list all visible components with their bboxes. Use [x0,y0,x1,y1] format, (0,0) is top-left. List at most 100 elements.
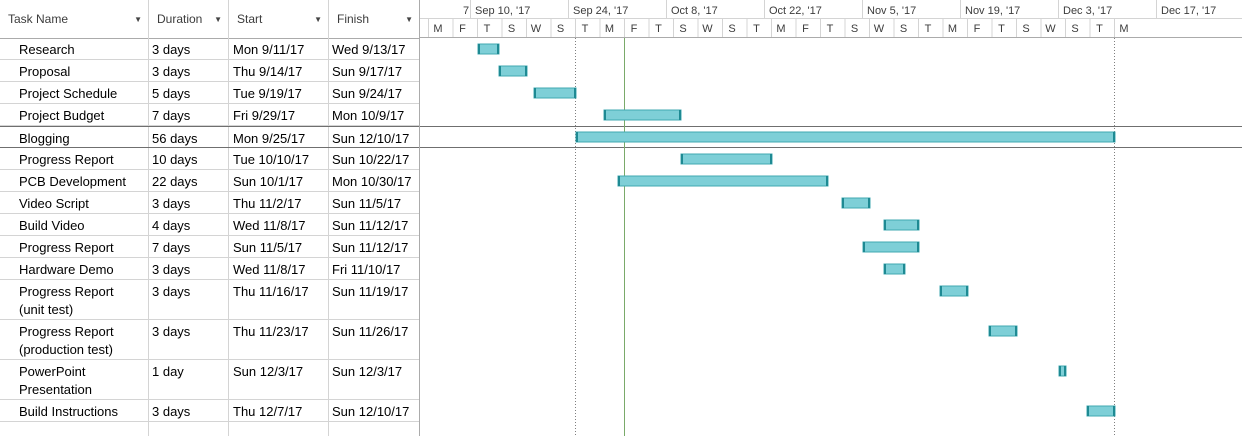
task-duration-cell[interactable]: 7 days [149,236,229,257]
task-row[interactable]: Progress Report (production test) 3 days Th… [0,320,419,360]
task-finish-cell[interactable]: Sun 11/12/17 [332,218,409,233]
task-start-cell[interactable]: Fri 9/29/17 [229,104,329,125]
task-row[interactable]: Research 3 days Mon 9/11/17 Wed 9/13/17 [0,38,419,60]
task-duration-cell[interactable]: 3 days [149,320,229,359]
empty-cell[interactable] [329,422,419,436]
task-duration-cell[interactable]: 56 days [149,127,229,147]
task-name-cell[interactable]: Progress Report [0,148,149,169]
task-start-cell[interactable]: Thu 11/2/17 [229,192,329,213]
task-duration-cell[interactable]: 3 days [149,280,229,319]
task-finish-cell[interactable]: Sun 9/24/17 [332,86,403,101]
task-row[interactable]: PCB Development 22 days Sun 10/1/17 Mon 10/… [0,170,419,192]
timescale-bottom-label: M [605,23,614,35]
task-bar-end-cap [903,264,905,274]
task-duration-cell[interactable]: 3 days [149,258,229,279]
task-row[interactable]: Build Instructions 3 days Thu 12/7/17 Sun 1… [0,400,419,422]
task-name-cell[interactable]: Hardware Demo [0,258,149,279]
task-start-cell[interactable]: Sun 12/3/17 [229,360,329,399]
column-header-finish[interactable]: Finish ▼ [329,0,419,38]
task-finish-cell[interactable]: Mon 10/9/17 [332,108,405,123]
chevron-down-icon[interactable]: ▼ [214,15,222,24]
task-row[interactable]: Progress Report 10 days Tue 10/10/17 Sun 10… [0,148,419,170]
task-finish-cell[interactable]: Sun 12/3/17 [332,364,403,379]
chevron-down-icon[interactable]: ▼ [314,15,322,24]
task-row[interactable]: Project Budget 7 days Fri 9/29/17 Mon 10/9/… [0,104,419,126]
task-duration-cell[interactable]: 22 days [149,170,229,191]
task-name-cell[interactable]: Project Budget [0,104,149,125]
task-name-cell[interactable]: PCB Development [0,170,149,191]
task-name-cell[interactable]: Progress Report [0,236,149,257]
task-duration-cell[interactable]: 5 days [149,82,229,103]
task-row[interactable]: PowerPoint Presentation 1 day Sun 12/3/17 Su… [0,360,419,400]
task-start-cell[interactable]: Sun 10/1/17 [229,170,329,191]
task-duration-cell[interactable]: 10 days [149,148,229,169]
task-finish-cell[interactable]: Sun 11/19/17 [332,284,409,299]
task-row[interactable]: Progress Report 7 days Sun 11/5/17 Sun 11/1… [0,236,419,258]
timescale-top-label: Nov 5, '17 [867,5,916,17]
task-name-cell[interactable]: PowerPoint Presentation [0,360,149,399]
task-start-cell[interactable]: Wed 11/8/17 [229,258,329,279]
task-start-cell[interactable]: Thu 11/16/17 [229,280,329,319]
task-name-line: Build Instructions [19,404,118,419]
task-finish-cell[interactable]: Sun 9/17/17 [332,64,403,79]
task-row[interactable]: Video Script 3 days Thu 11/2/17 Sun 11/5/17 [0,192,419,214]
task-duration-cell[interactable]: 3 days [149,192,229,213]
task-finish-cell[interactable]: Fri 11/10/17 [332,262,401,277]
task-name-cell[interactable]: Proposal [0,60,149,81]
task-finish-cell[interactable]: Sun 11/5/17 [332,196,402,211]
task-bar [498,65,528,77]
timescale-bottom-label: F [974,23,981,35]
task-start-cell[interactable]: Thu 9/14/17 [229,60,329,81]
column-header-label: Task Name [8,12,69,26]
empty-cell[interactable] [149,422,229,436]
task-duration-cell[interactable]: 4 days [149,214,229,235]
task-row[interactable]: Blogging 56 days Mon 9/25/17 Sun 12/10/17 [0,126,419,148]
task-duration-cell[interactable]: 3 days [149,400,229,421]
column-header-start[interactable]: Start ▼ [229,0,329,38]
task-start-cell[interactable]: Thu 11/23/17 [229,320,329,359]
empty-cell[interactable] [229,422,329,436]
task-name-cell[interactable]: Build Instructions [0,400,149,421]
task-duration-cell[interactable]: 1 day [149,360,229,399]
task-start-cell[interactable]: Wed 11/8/17 [229,214,329,235]
task-start-cell[interactable]: Tue 10/10/17 [229,148,329,169]
task-name-cell[interactable]: Research [0,38,149,59]
chevron-down-icon[interactable]: ▼ [134,15,142,24]
task-name-cell[interactable]: Blogging [0,127,149,147]
task-name-cell[interactable]: Video Script [0,192,149,213]
task-start-cell[interactable]: Mon 9/25/17 [229,127,329,147]
task-row[interactable]: Project Schedule 5 days Tue 9/19/17 Sun 9/2… [0,82,419,104]
task-bar-start-cap [576,132,578,142]
task-bar-start-cap [842,198,844,208]
task-name-cell[interactable]: Build Video [0,214,149,235]
task-finish-cell[interactable]: Mon 10/30/17 [332,174,412,189]
task-finish-cell[interactable]: Sun 11/26/17 [332,324,409,339]
task-name-line: Progress Report [19,240,114,255]
column-header-task-name[interactable]: Task Name ▼ [0,0,149,38]
task-name-cell[interactable]: Project Schedule [0,82,149,103]
task-row[interactable]: Build Video 4 days Wed 11/8/17 Sun 11/12/17 [0,214,419,236]
task-name-cell[interactable]: Progress Report (unit test) [0,280,149,319]
task-finish-cell[interactable]: Sun 12/10/17 [332,404,410,419]
task-duration-cell[interactable]: 3 days [149,38,229,59]
task-start-cell[interactable]: Mon 9/11/17 [229,38,329,59]
task-name-line: (unit test) [19,302,74,317]
empty-task-row[interactable] [0,422,419,436]
column-header-duration[interactable]: Duration ▼ [149,0,229,38]
empty-cell[interactable] [0,422,149,436]
task-name-cell[interactable]: Progress Report (production test) [0,320,149,359]
task-finish-cell[interactable]: Sun 10/22/17 [332,152,410,167]
task-duration-cell[interactable]: 7 days [149,104,229,125]
task-row[interactable]: Proposal 3 days Thu 9/14/17 Sun 9/17/17 [0,60,419,82]
task-start-cell[interactable]: Thu 12/7/17 [229,400,329,421]
task-duration-cell[interactable]: 3 days [149,60,229,81]
task-row[interactable]: Progress Report (unit test) 3 days Thu 11/1… [0,280,419,320]
task-finish-cell[interactable]: Sun 12/10/17 [332,131,410,146]
gantt-chart[interactable]: 7 Sep 10, '17 Sep 24, '17 Oct 8, '17 Oct 22,… [420,0,1242,436]
chevron-down-icon[interactable]: ▼ [405,15,413,24]
task-start-cell[interactable]: Tue 9/19/17 [229,82,329,103]
task-finish-cell[interactable]: Sun 11/12/17 [332,240,409,255]
task-finish-cell[interactable]: Wed 9/13/17 [332,42,406,57]
task-start-cell[interactable]: Sun 11/5/17 [229,236,329,257]
task-row[interactable]: Hardware Demo 3 days Wed 11/8/17 Fri 11/10/… [0,258,419,280]
